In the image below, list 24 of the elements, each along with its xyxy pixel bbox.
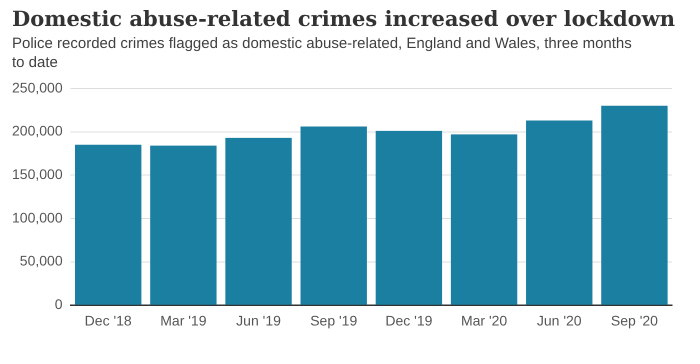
x-tick-label: Sep '19 bbox=[310, 312, 358, 328]
chart-subtitle: Police recorded crimes flagged as domestic abuse-related, England and Wales, three months to date bbox=[12, 34, 632, 72]
chart-title: Domestic abuse-related crimes increased over lockdown bbox=[12, 6, 676, 31]
x-tick-label: Jun '19 bbox=[236, 312, 282, 328]
bar bbox=[150, 146, 217, 305]
y-tick-label: 50,000 bbox=[20, 252, 63, 269]
x-tick-label: Dec '18 bbox=[84, 312, 132, 328]
bar bbox=[526, 120, 592, 305]
y-tick-label: 100,000 bbox=[12, 209, 63, 226]
y-tick-label: 0 bbox=[54, 296, 63, 312]
y-tick-label: 200,000 bbox=[12, 122, 63, 139]
bar bbox=[450, 134, 518, 305]
x-tick-label: Sep '20 bbox=[610, 312, 658, 328]
bar bbox=[601, 106, 668, 305]
bar bbox=[225, 138, 292, 305]
x-tick-label: Jun '20 bbox=[536, 312, 582, 328]
x-tick-label: Dec '19 bbox=[385, 312, 433, 328]
y-tick-label: 250,000 bbox=[12, 79, 63, 96]
x-tick-label: Mar '20 bbox=[460, 312, 508, 328]
x-tick-label: Mar '19 bbox=[160, 312, 207, 328]
bar bbox=[300, 126, 367, 305]
bar bbox=[376, 130, 442, 305]
y-tick-label: 150,000 bbox=[12, 166, 63, 182]
bar bbox=[74, 144, 142, 305]
